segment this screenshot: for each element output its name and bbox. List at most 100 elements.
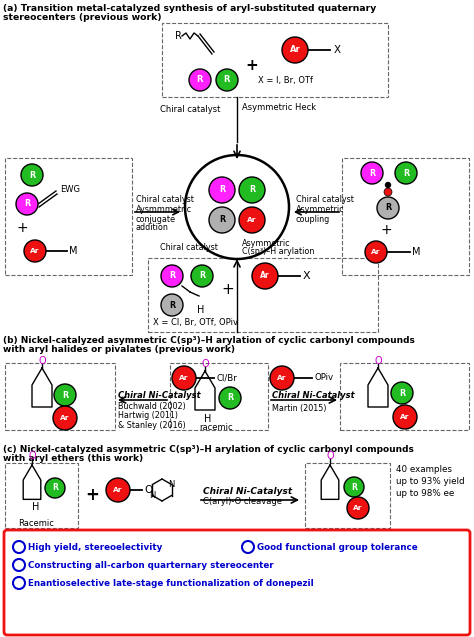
Text: R: R [175,31,182,41]
Text: +: + [380,223,392,237]
Text: H: H [197,305,205,315]
Text: R: R [403,169,409,178]
Text: R: R [224,76,230,85]
Text: M: M [69,246,78,256]
Text: +: + [222,282,234,297]
Text: Chiral Ni-Catalyst: Chiral Ni-Catalyst [203,487,292,496]
Circle shape [172,366,196,390]
Text: with aryl halides or pivalates (previous work): with aryl halides or pivalates (previous… [3,345,235,354]
Text: Buchwald (2002): Buchwald (2002) [118,403,186,412]
Text: Ar: Ar [60,415,70,421]
Text: O: O [144,485,152,495]
Text: OPiv: OPiv [315,373,334,382]
Bar [5,363,115,430]
Text: R: R [197,76,203,85]
Text: & Stanley (2016): & Stanley (2016) [118,420,186,429]
Text: Ar: Ar [30,248,40,254]
Text: O: O [201,359,209,369]
Text: coupling: coupling [296,215,330,224]
Text: O: O [326,451,334,461]
Text: +: + [85,486,99,504]
Circle shape [219,387,241,409]
Circle shape [21,164,43,186]
Text: R: R [52,483,58,492]
Circle shape [13,541,25,553]
Text: O: O [28,451,36,461]
Bar [148,258,378,332]
Text: R: R [24,199,30,208]
Text: O: O [38,356,46,366]
Circle shape [384,188,392,196]
Circle shape [216,69,238,91]
Text: R: R [169,301,175,310]
Circle shape [270,366,294,390]
Circle shape [45,478,65,498]
Circle shape [377,197,399,219]
Text: Chiral catalyst: Chiral catalyst [160,243,218,252]
Text: Good functional group tolerance: Good functional group tolerance [257,543,418,552]
Text: Ar: Ar [179,375,189,381]
Circle shape [252,263,278,289]
Text: stereocenters (previous work): stereocenters (previous work) [3,13,162,22]
Circle shape [13,559,25,571]
Bar [162,23,388,97]
Text: Martin (2015): Martin (2015) [272,404,327,413]
Circle shape [365,241,387,263]
Text: Asymmetric: Asymmetric [242,238,291,248]
Bar [342,158,469,275]
Bar [340,363,469,430]
Text: with aryl ethers (this work): with aryl ethers (this work) [3,454,143,463]
Text: Chiral catalyst: Chiral catalyst [296,196,354,204]
Circle shape [106,478,130,502]
Text: Ar: Ar [353,505,363,511]
Text: O: O [374,356,382,366]
Circle shape [161,294,183,316]
Circle shape [16,193,38,215]
Text: Ar: Ar [400,414,410,420]
Text: R: R [62,390,68,399]
Text: (a) Transition metal-catalyzed synthesis of aryl-substituted quaternary: (a) Transition metal-catalyzed synthesis… [3,4,376,13]
Text: Ar: Ar [290,45,301,55]
Text: R: R [399,389,405,397]
Text: conjugate: conjugate [136,215,176,224]
Text: Ar: Ar [371,249,381,255]
Bar [170,363,268,430]
Text: (b) Nickel-catalyzed asymmetric C(sp³)–H arylation of cyclic carbonyl compounds: (b) Nickel-catalyzed asymmetric C(sp³)–H… [3,336,415,345]
Text: (c) Nickel-catalyzed asymmetric C(sp³)–H arylation of cyclic carbonyl compounds: (c) Nickel-catalyzed asymmetric C(sp³)–H… [3,445,414,454]
Text: Chiral Ni-Catalyst: Chiral Ni-Catalyst [272,390,355,399]
Text: 40 examples: 40 examples [396,466,452,475]
Text: Ar: Ar [260,271,270,280]
Text: High yield, stereoelectivity: High yield, stereoelectivity [28,543,163,552]
Circle shape [361,162,383,184]
Circle shape [393,405,417,429]
Text: +: + [16,221,28,235]
Text: Constructing all-carbon quarternary stereocenter: Constructing all-carbon quarternary ster… [28,561,273,569]
Text: C(sp³)–H arylation: C(sp³)–H arylation [242,248,314,257]
Circle shape [209,207,235,233]
Circle shape [13,577,25,589]
Text: H: H [204,414,212,424]
Circle shape [209,177,235,203]
Text: X: X [334,45,341,55]
Circle shape [54,384,76,406]
Text: Aysmmmetric: Aysmmmetric [136,206,192,215]
Text: Hartwig (2011): Hartwig (2011) [118,412,178,420]
Bar [305,463,390,528]
Bar [5,463,78,528]
Circle shape [391,382,413,404]
Text: Racemic: Racemic [18,519,54,527]
Text: Asymmetric Heck: Asymmetric Heck [242,103,316,113]
Text: Cl/Br: Cl/Br [217,373,238,382]
Text: R: R [369,169,375,178]
Text: R: R [385,203,391,213]
Text: R: R [249,185,255,194]
Text: M: M [412,247,420,257]
Text: Asymmetric: Asymmetric [296,206,345,215]
Text: Chiral catalyst: Chiral catalyst [160,106,220,115]
Text: H: H [32,502,40,512]
Text: R: R [199,271,205,280]
Text: R: R [219,215,225,224]
Circle shape [191,265,213,287]
Text: X: X [303,271,310,281]
Circle shape [161,265,183,287]
